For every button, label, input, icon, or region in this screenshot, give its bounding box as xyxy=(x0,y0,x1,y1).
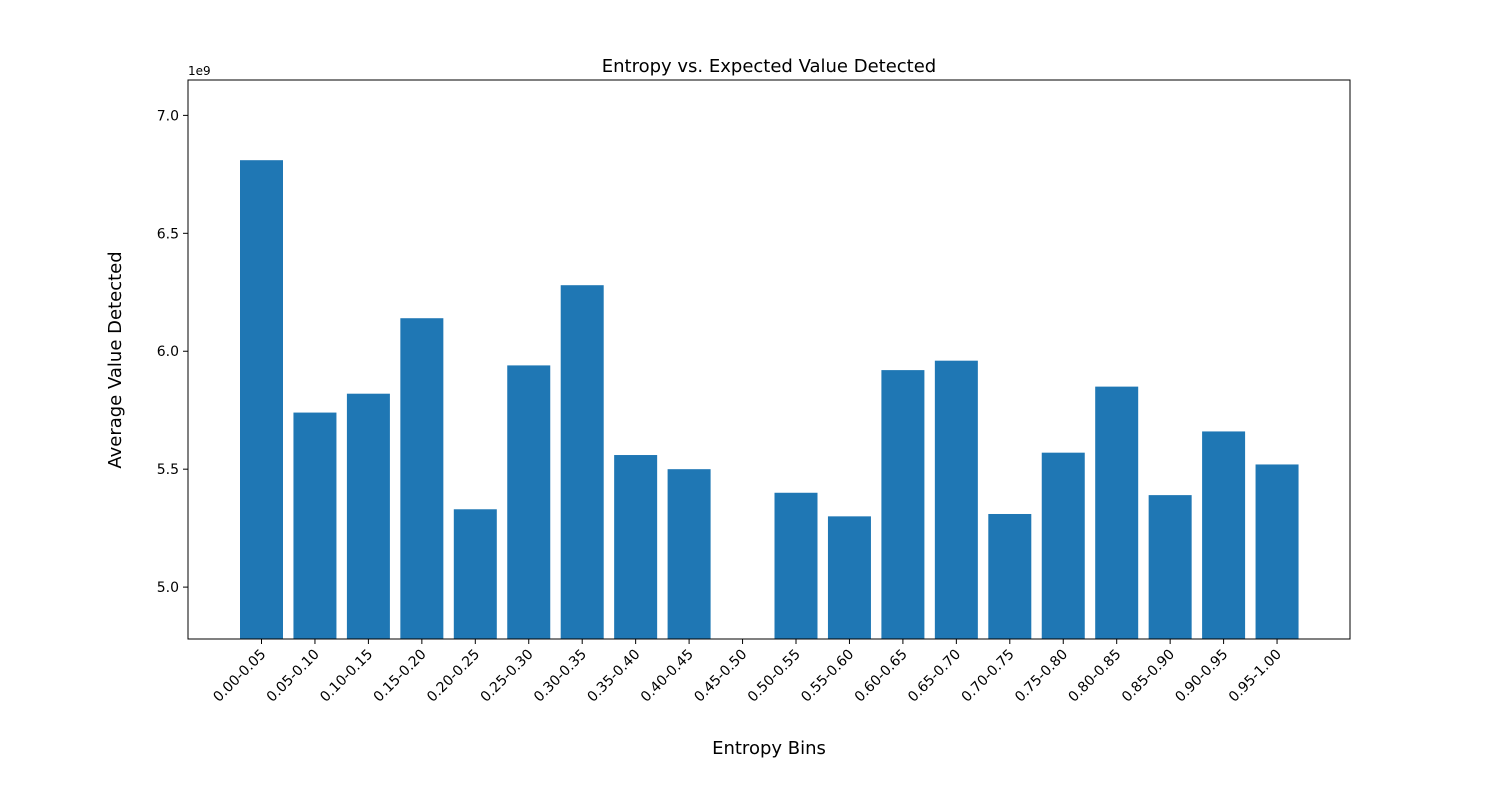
bar-0.15-0.20 xyxy=(400,318,444,639)
x-axis-title: Entropy Bins xyxy=(712,738,826,759)
bar-0.50-0.55 xyxy=(774,492,818,639)
y-tick-label: 6.0 xyxy=(157,344,179,360)
bar-0.55-0.60 xyxy=(827,516,871,639)
y-tick-label: 6.5 xyxy=(157,226,179,242)
bar-0.05-0.10 xyxy=(293,412,337,639)
bar-0.25-0.30 xyxy=(507,365,551,639)
bar-0.75-0.80 xyxy=(1041,452,1085,639)
y-ticks-group: 5.0 5.5 6.0 6.5 7.0 xyxy=(157,108,188,596)
bar-0.10-0.15 xyxy=(346,393,390,639)
bar-0.70-0.75 xyxy=(988,513,1032,639)
bar-0.00-0.05 xyxy=(240,160,283,639)
bar-0.90-0.95 xyxy=(1202,431,1246,639)
bar-0.35-0.40 xyxy=(614,455,658,639)
plot-frame xyxy=(187,79,1351,640)
bar-0.20-0.25 xyxy=(453,509,497,639)
bars-group xyxy=(240,160,1299,639)
y-axis-title: Average Value Detected xyxy=(105,251,126,468)
bar-0.60-0.65 xyxy=(881,370,925,639)
bar-0.65-0.70 xyxy=(934,360,978,639)
y-tick-label: 5.0 xyxy=(157,580,179,596)
y-tick-label: 7.0 xyxy=(157,108,179,124)
bar-0.40-0.45 xyxy=(667,469,711,639)
y-tick-label: 5.5 xyxy=(157,462,179,478)
bar-0.30-0.35 xyxy=(560,285,604,639)
bar-0.95-1.00 xyxy=(1255,464,1299,639)
bar-0.80-0.85 xyxy=(1095,386,1139,639)
chart-title: Entropy vs. Expected Value Detected xyxy=(602,56,937,77)
bar-0.85-0.90 xyxy=(1148,495,1192,639)
y-axis-offset-label: 1e9 xyxy=(188,64,211,78)
